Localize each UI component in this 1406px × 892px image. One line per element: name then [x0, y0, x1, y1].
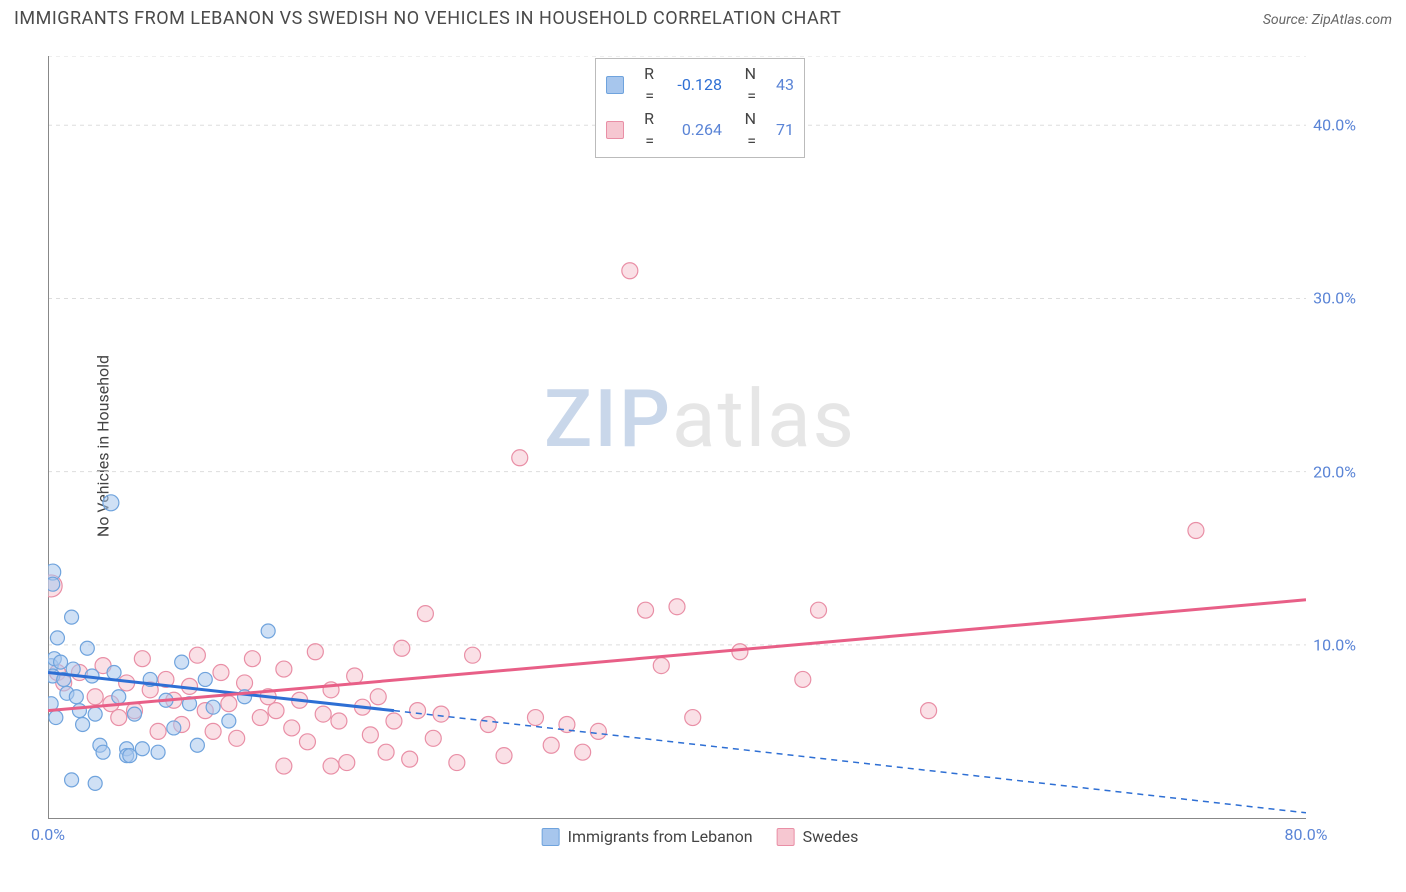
- n-label: N =: [736, 108, 756, 153]
- legend-correlation-row: R = 0.264 N = 71: [606, 108, 794, 153]
- n-value: 71: [764, 119, 794, 141]
- n-value: 43: [764, 74, 794, 96]
- x-tick-label: 0.0%: [31, 825, 65, 844]
- r-label: R =: [632, 63, 654, 108]
- scatter-chart: [48, 56, 1306, 846]
- y-tick-label: 40.0%: [1313, 116, 1356, 135]
- r-label: R =: [632, 108, 654, 153]
- legend-correlation: R = -0.128 N = 43 R = 0.264 N = 71: [595, 58, 805, 158]
- source-credit: Source: ZipAtlas.com: [1263, 12, 1392, 28]
- legend-series-item: Swedes: [777, 827, 859, 846]
- page-title: IMMIGRANTS FROM LEBANON VS SWEDISH NO VE…: [14, 8, 841, 29]
- legend-swatch: [606, 76, 624, 94]
- y-tick-label: 20.0%: [1313, 462, 1356, 481]
- legend-swatch: [777, 828, 795, 846]
- legend-correlation-row: R = -0.128 N = 43: [606, 63, 794, 108]
- x-tick-label: 80.0%: [1285, 825, 1328, 844]
- legend-series-item: Immigrants from Lebanon: [542, 827, 753, 846]
- legend-swatch: [606, 121, 624, 139]
- legend-series: Immigrants from Lebanon Swedes: [542, 827, 859, 846]
- r-value: -0.128: [662, 74, 722, 96]
- y-tick-label: 10.0%: [1313, 635, 1356, 654]
- chart-area: ZIPatlas R =-0.128N =43R =0.264N =71 Imm…: [48, 56, 1352, 846]
- r-value: 0.264: [662, 119, 722, 141]
- legend-swatch: [542, 828, 560, 846]
- legend-series-label: Immigrants from Lebanon: [568, 827, 753, 846]
- n-label: N =: [736, 63, 756, 108]
- y-tick-label: 30.0%: [1313, 289, 1356, 308]
- legend-series-label: Swedes: [803, 827, 859, 846]
